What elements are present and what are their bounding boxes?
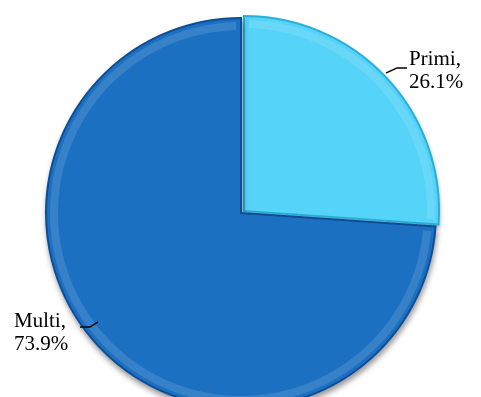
slice-value-multi: 73.9% bbox=[14, 331, 69, 355]
slice-name-multi: Multi, bbox=[14, 308, 66, 332]
pie-slice-primi bbox=[243, 14, 440, 226]
pie-slice-bevel-multi bbox=[50, 22, 432, 397]
pie-slice-bevel-primi bbox=[248, 20, 435, 220]
slice-name-primi: Primi, bbox=[409, 46, 461, 70]
data-label-multi: Multi, 73.9% bbox=[14, 309, 68, 355]
pie-slice-multi bbox=[45, 16, 437, 397]
pie-slices bbox=[45, 14, 440, 397]
slice-value-primi: 26.1% bbox=[409, 69, 464, 93]
leader-line-primi bbox=[385, 67, 407, 74]
leader-lines bbox=[80, 67, 407, 328]
leader-line-multi bbox=[80, 321, 99, 328]
data-label-primi: Primi, 26.1% bbox=[409, 47, 463, 93]
